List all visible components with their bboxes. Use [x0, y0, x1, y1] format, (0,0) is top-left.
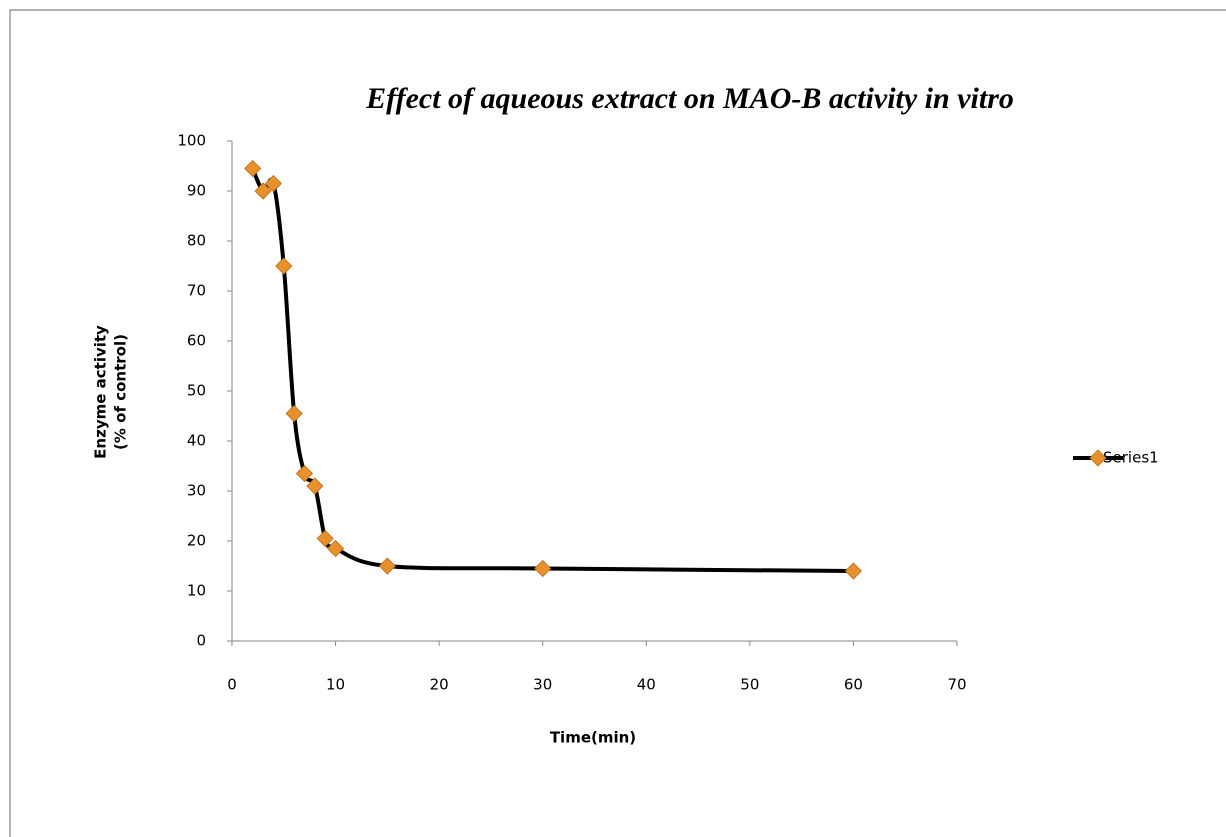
data-point: [285, 404, 303, 423]
y-axis-title-line: Enzyme activity: [92, 325, 110, 459]
x-axis-title: Time(min): [550, 729, 636, 747]
x-tick-label: 10: [326, 676, 345, 694]
y-tick-label: 90: [187, 182, 206, 200]
x-tick-label: 0: [227, 676, 237, 694]
data-point: [534, 559, 552, 578]
x-tick-label: 30: [533, 676, 552, 694]
x-tick-label: 40: [637, 676, 656, 694]
x-tick-label: 20: [430, 676, 449, 694]
y-tick-label: 0: [196, 632, 206, 650]
data-point: [844, 562, 862, 580]
x-tick-label: 50: [740, 676, 759, 694]
y-tick-label: 50: [187, 382, 206, 400]
y-axis-title-line: (% of control): [112, 334, 130, 450]
data-point: [275, 257, 293, 275]
data-point: [244, 159, 262, 178]
chart-frame: [9, 9, 1226, 837]
data-point: [327, 539, 345, 558]
legend-marker: [1089, 449, 1107, 467]
y-tick-label: 30: [187, 482, 206, 500]
data-point: [264, 174, 282, 193]
legend-label: Series1: [1103, 449, 1159, 467]
y-tick-label: 70: [187, 282, 206, 300]
y-axis-title: Enzyme activity (% of control): [92, 325, 130, 459]
y-tick-label: 60: [187, 332, 206, 350]
y-tick-label: 80: [187, 232, 206, 250]
y-tick-label: 100: [177, 132, 206, 150]
y-tick-label: 10: [187, 582, 206, 600]
x-tick-label: 70: [947, 676, 966, 694]
data-point: [254, 182, 272, 200]
x-tick-label: 60: [844, 676, 863, 694]
data-point: [316, 529, 334, 548]
data-point: [378, 557, 396, 575]
data-point: [306, 477, 324, 495]
y-tick-label: 40: [187, 432, 206, 450]
data-point: [295, 464, 314, 483]
chart-title: Effect of aqueous extract on MAO-B activ…: [365, 82, 1014, 115]
y-tick-label: 20: [187, 532, 206, 550]
